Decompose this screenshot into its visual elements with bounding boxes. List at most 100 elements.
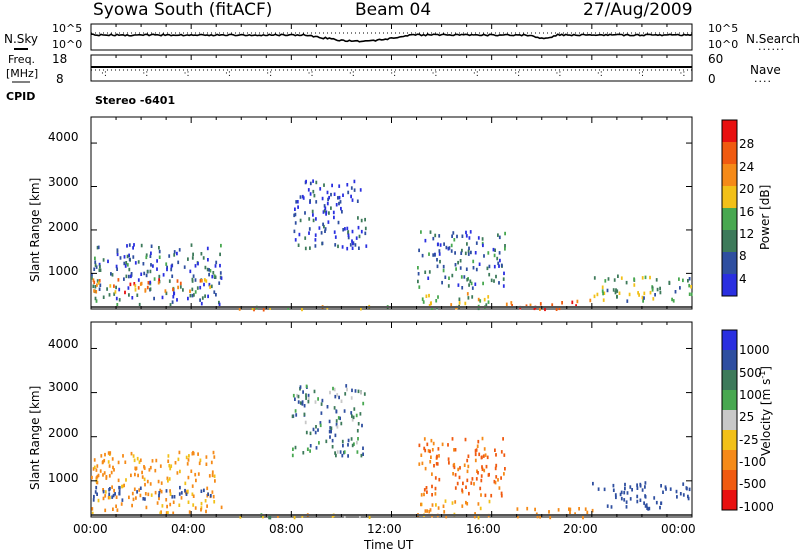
power-cell bbox=[294, 238, 297, 242]
velocity-cell bbox=[95, 485, 98, 490]
velocity-cell bbox=[334, 394, 337, 399]
velocity-cell bbox=[195, 478, 197, 483]
vel-cbar-tick-minus1000: -1000 bbox=[739, 500, 774, 514]
power-cell bbox=[483, 254, 485, 258]
power-cell bbox=[191, 287, 194, 292]
velocity-cell bbox=[636, 483, 638, 487]
power-cell bbox=[690, 285, 692, 289]
power-cell bbox=[438, 249, 441, 253]
power-cell bbox=[315, 217, 317, 221]
power-cell bbox=[92, 284, 95, 289]
velocity-cell bbox=[354, 389, 357, 393]
velocity-cell bbox=[148, 468, 151, 472]
power-cell bbox=[323, 183, 325, 187]
velocity-ytick-3000: 3000 bbox=[48, 380, 79, 394]
xtick-1200: 12:00 bbox=[367, 522, 402, 536]
power-cell bbox=[156, 267, 158, 271]
power-cell bbox=[601, 289, 604, 293]
power-cell bbox=[459, 266, 462, 270]
velocity-cell bbox=[180, 496, 183, 500]
power-cell bbox=[170, 264, 173, 269]
velocity-cell bbox=[451, 437, 454, 441]
velocity-cell bbox=[307, 399, 310, 404]
power-cell bbox=[203, 282, 205, 287]
velocity-cell bbox=[477, 516, 480, 520]
velocity-cell bbox=[343, 409, 346, 413]
velocity-cell bbox=[131, 503, 133, 508]
power-cell bbox=[125, 274, 128, 279]
power-cell bbox=[318, 226, 321, 230]
power-cell bbox=[220, 276, 223, 280]
velocity-cell bbox=[424, 509, 427, 513]
velocity-cell bbox=[107, 451, 110, 455]
power-cell bbox=[214, 264, 217, 268]
power-colorbar-segment bbox=[722, 252, 737, 274]
power-cell bbox=[331, 183, 333, 188]
velocity-cell bbox=[204, 499, 207, 503]
velocity-cell bbox=[187, 475, 190, 480]
power-cell bbox=[612, 288, 615, 292]
power-cell bbox=[510, 301, 513, 305]
velocity-cell bbox=[445, 514, 448, 519]
power-cell bbox=[218, 300, 220, 305]
power-cell bbox=[337, 244, 339, 249]
velocity-cell bbox=[186, 462, 189, 466]
velocity-cell bbox=[682, 482, 685, 486]
power-cell bbox=[438, 234, 441, 238]
power-cell bbox=[478, 262, 481, 266]
power-cell bbox=[93, 289, 95, 293]
velocity-cell bbox=[194, 506, 197, 510]
power-cell bbox=[469, 230, 472, 234]
power-cell bbox=[124, 264, 127, 268]
power-cell bbox=[125, 261, 128, 265]
velocity-cell bbox=[171, 495, 174, 499]
velocity-cell bbox=[303, 412, 306, 417]
power-cell bbox=[98, 268, 101, 272]
velocity-cell bbox=[475, 448, 478, 452]
velocity-cell bbox=[660, 501, 662, 505]
freq-tick-bottom: 8 bbox=[56, 72, 64, 86]
velocity-cell bbox=[141, 475, 144, 479]
velocity-cell bbox=[131, 491, 134, 496]
velocity-cell bbox=[169, 492, 172, 496]
power-cell bbox=[467, 252, 470, 256]
velocity-cell bbox=[498, 486, 501, 490]
power-cell bbox=[472, 259, 475, 264]
velocity-cell bbox=[144, 492, 147, 496]
nave-dip-mark: ·: bbox=[597, 69, 603, 79]
power-cell bbox=[96, 283, 98, 287]
power-cell bbox=[333, 192, 336, 196]
velocity-cell bbox=[317, 428, 319, 432]
velocity-cell bbox=[167, 511, 169, 515]
velocity-cell bbox=[434, 492, 437, 496]
nave-dip-mark: ·: bbox=[184, 69, 190, 79]
power-cell bbox=[321, 241, 324, 246]
power-cell bbox=[442, 264, 445, 269]
power-cell bbox=[132, 255, 135, 259]
velocity-cell bbox=[141, 470, 143, 475]
velocity-cell bbox=[291, 414, 294, 419]
nsearch-tick-top: 10^5 bbox=[708, 22, 739, 35]
power-cell bbox=[128, 267, 131, 272]
velocity-cell bbox=[368, 515, 371, 519]
velocity-cell bbox=[476, 444, 479, 448]
velocity-cell bbox=[516, 507, 519, 511]
power-cell bbox=[213, 290, 216, 294]
power-cell bbox=[439, 243, 442, 247]
velocity-cell bbox=[644, 485, 646, 489]
power-cbar-tick-24: 24 bbox=[739, 160, 755, 174]
power-cell bbox=[454, 263, 457, 267]
velocity-cell bbox=[200, 489, 203, 493]
velocity-colorbar-segment bbox=[722, 430, 737, 450]
velocity-cell bbox=[451, 501, 454, 505]
power-cell bbox=[429, 230, 432, 234]
velocity-cell bbox=[132, 454, 135, 458]
power-cell bbox=[436, 258, 438, 262]
power-cell bbox=[633, 277, 635, 281]
power-cell bbox=[342, 228, 345, 232]
power-ytick-4000: 4000 bbox=[48, 130, 79, 144]
velocity-cell bbox=[309, 449, 311, 453]
velocity-cell bbox=[154, 490, 157, 495]
velocity-colorbar-segment bbox=[722, 370, 737, 390]
velocity-cell bbox=[586, 510, 589, 515]
